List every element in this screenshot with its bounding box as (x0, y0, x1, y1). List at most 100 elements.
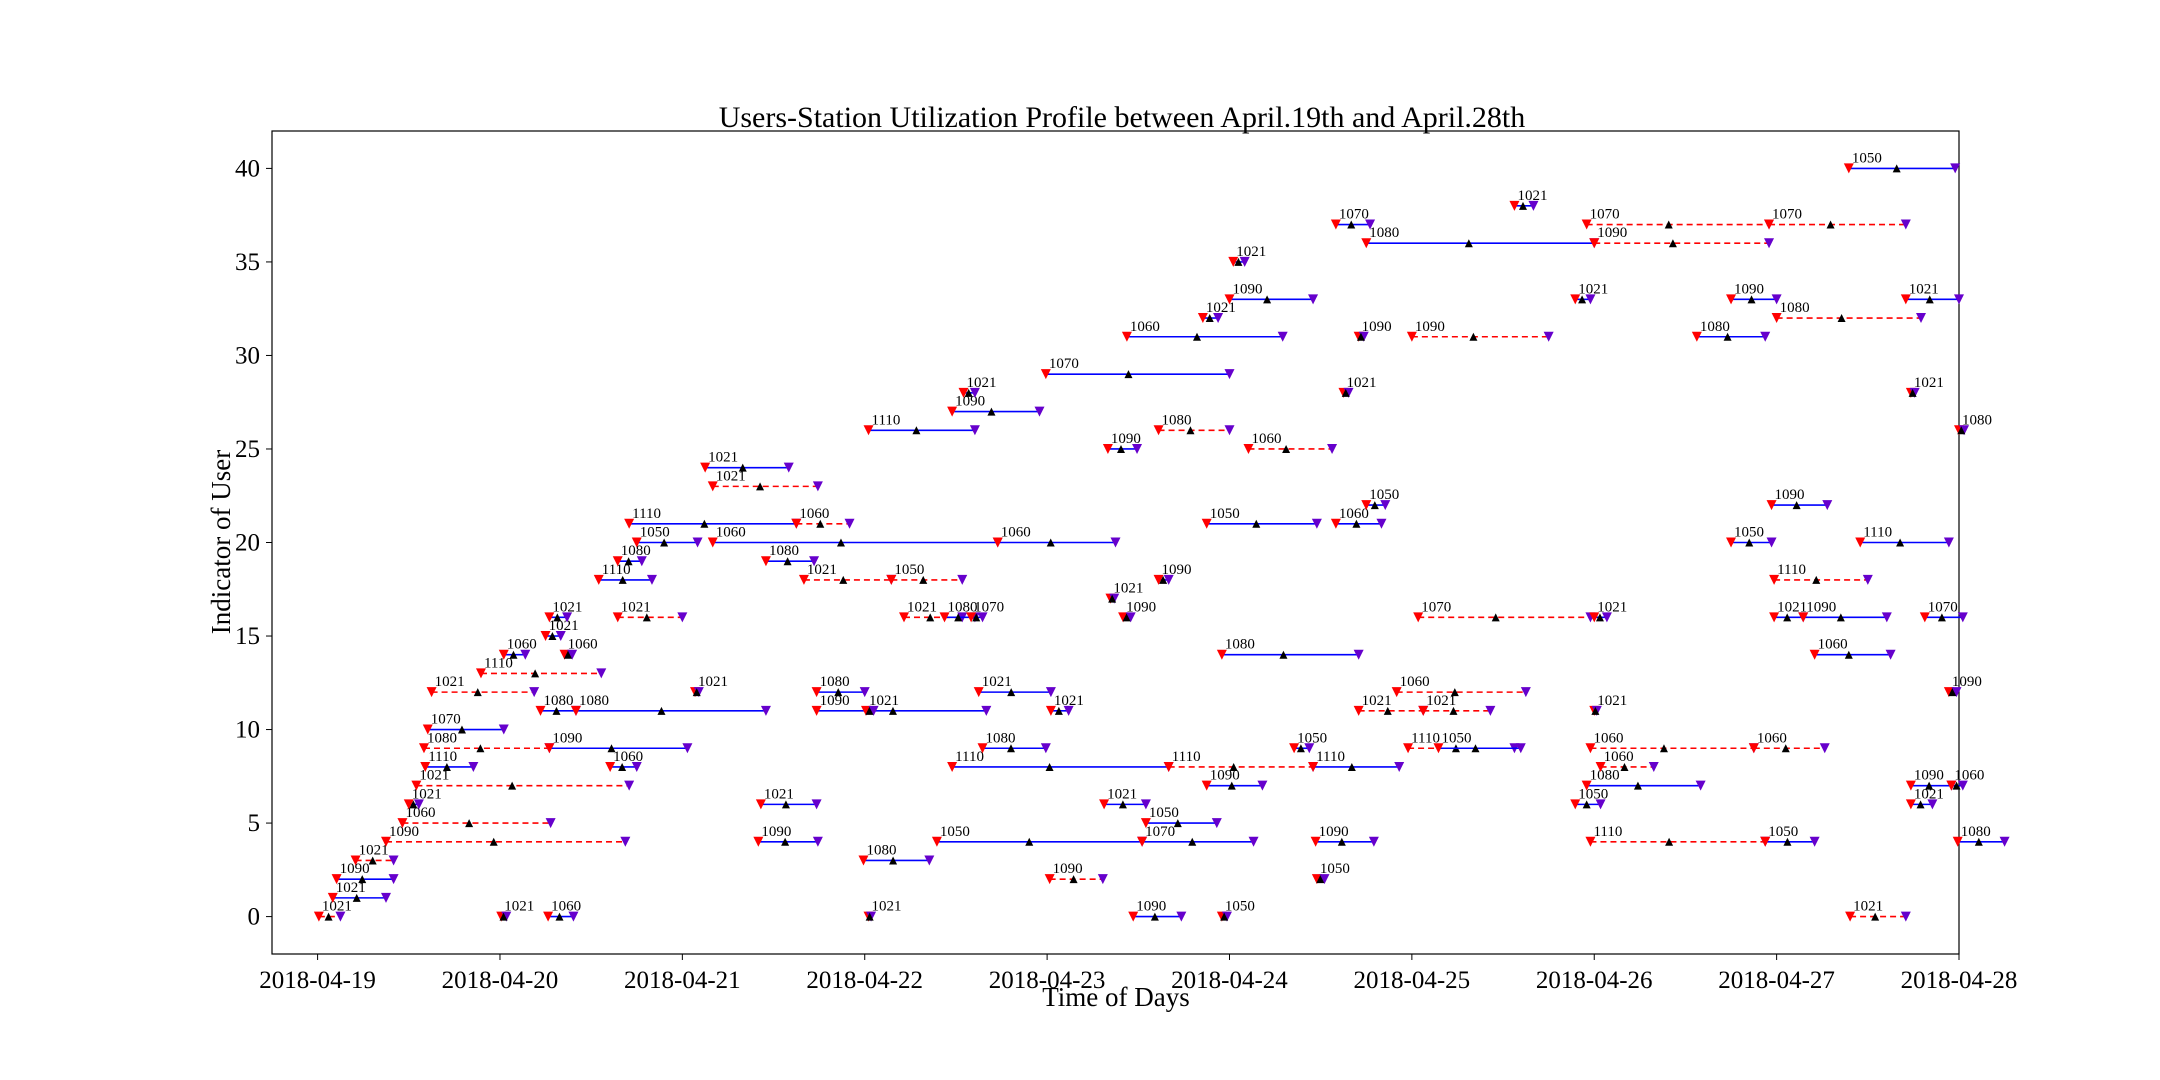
end-marker (1916, 313, 1927, 324)
usage-segment: 1021 (973, 674, 1056, 698)
station-marker (1118, 800, 1127, 809)
end-marker (1125, 612, 1136, 623)
usage-segment: 1090 (1224, 281, 1319, 305)
start-marker (1406, 331, 1417, 342)
start-marker (624, 518, 635, 529)
end-marker (868, 705, 879, 716)
end-marker (924, 855, 935, 866)
usage-segment: 1021 (313, 899, 352, 922)
start-marker (544, 743, 555, 754)
station-marker (783, 557, 792, 566)
usage-segment: 1110 (1585, 824, 1771, 847)
usage-segment: 1021 (690, 674, 728, 698)
station-marker (1025, 837, 1034, 846)
chart-title: Users-Station Utilization Profile betwee… (719, 101, 1526, 134)
x-tick-label: 2018-04-26 (1536, 967, 1653, 994)
segment-label: 1110 (1863, 525, 1892, 541)
segment-label: 1060 (716, 525, 746, 541)
start-marker (700, 462, 711, 473)
end-marker (1954, 294, 1964, 305)
segment-label: 1080 (1962, 412, 1992, 428)
segment-label: 1090 (761, 824, 791, 840)
segment-label: 1110 (872, 412, 901, 428)
end-marker (1760, 331, 1771, 342)
segment-label: 1060 (613, 749, 643, 765)
start-marker (992, 537, 1003, 548)
start-marker (1589, 612, 1600, 623)
end-marker (1957, 780, 1968, 791)
y-tick-label: 20 (235, 530, 260, 557)
start-marker (1102, 443, 1113, 454)
station-marker (1826, 220, 1835, 229)
segment-label: 1021 (1206, 300, 1236, 316)
usage-segment: 1110 (947, 749, 1174, 772)
start-marker (605, 761, 616, 772)
segment-label: 1021 (435, 674, 465, 690)
usage-segment: 1090 (1726, 281, 1782, 305)
start-marker (498, 649, 509, 660)
start-marker (1403, 743, 1414, 754)
start-marker (1308, 761, 1319, 772)
segment-label: 1090 (1319, 824, 1349, 840)
segment-label: 1050 (1578, 786, 1608, 802)
segment-label: 1050 (1441, 730, 1471, 746)
station-marker (1591, 706, 1600, 715)
usage-segment: 1110 (1163, 749, 1319, 772)
start-marker (966, 612, 977, 623)
segment-label: 1090 (1136, 899, 1166, 915)
station-marker (324, 912, 333, 921)
segment-label: 1050 (940, 824, 970, 840)
station-marker (919, 575, 928, 584)
end-marker (1376, 518, 1387, 529)
usage-segment: 1021 (707, 468, 823, 492)
end-marker (811, 799, 822, 810)
segment-label: 1060 (1757, 730, 1787, 746)
end-marker (636, 556, 647, 567)
end-marker (1110, 537, 1121, 548)
station-marker (552, 706, 561, 715)
segment-label: 1060 (405, 805, 435, 821)
station-marker (1836, 613, 1845, 622)
segment-label: 1050 (640, 525, 670, 541)
station-marker (1578, 295, 1587, 304)
station-marker (368, 856, 377, 865)
segment-label: 1060 (1954, 768, 1984, 784)
start-marker (420, 761, 431, 772)
segment-label: 1021 (807, 562, 837, 578)
usage-segment: 1080 (1361, 225, 1600, 249)
station-marker (1620, 762, 1629, 771)
start-marker (1121, 331, 1132, 342)
segment-label: 1021 (549, 618, 579, 634)
station-marker (1279, 650, 1288, 659)
station-marker (954, 613, 963, 622)
station-marker (1054, 706, 1063, 715)
start-marker (1216, 649, 1227, 660)
start-marker (1045, 705, 1056, 716)
start-marker (1809, 649, 1820, 660)
segment-label: 1050 (1149, 805, 1179, 821)
start-marker (1228, 256, 1239, 267)
usage-segment: 1060 (1595, 749, 1659, 772)
usage-segment: 1070 (1919, 599, 1968, 623)
station-marker (836, 538, 845, 547)
start-marker (1585, 743, 1596, 754)
segment-label: 1090 (1914, 768, 1944, 784)
segment-label: 1021 (1777, 599, 1807, 615)
station-marker (781, 837, 790, 846)
station-marker (442, 762, 451, 771)
station-marker (1229, 762, 1238, 771)
segment-label: 1021 (322, 899, 352, 915)
y-axis-ticks: 0 5 10 15 20 25 30 35 40 (235, 155, 272, 931)
end-marker (1308, 294, 1319, 305)
usage-segment: 1110 (1769, 562, 1873, 585)
start-marker (535, 705, 546, 716)
segment-label: 1110 (1411, 730, 1440, 746)
station-marker (1007, 744, 1016, 753)
start-marker (947, 406, 958, 417)
segment-label: 1021 (359, 842, 389, 858)
usage-segment: 1021 (426, 674, 540, 698)
end-marker (1319, 874, 1330, 885)
station-marker (926, 613, 935, 622)
station-marker (1383, 706, 1392, 715)
station-marker (509, 650, 518, 659)
